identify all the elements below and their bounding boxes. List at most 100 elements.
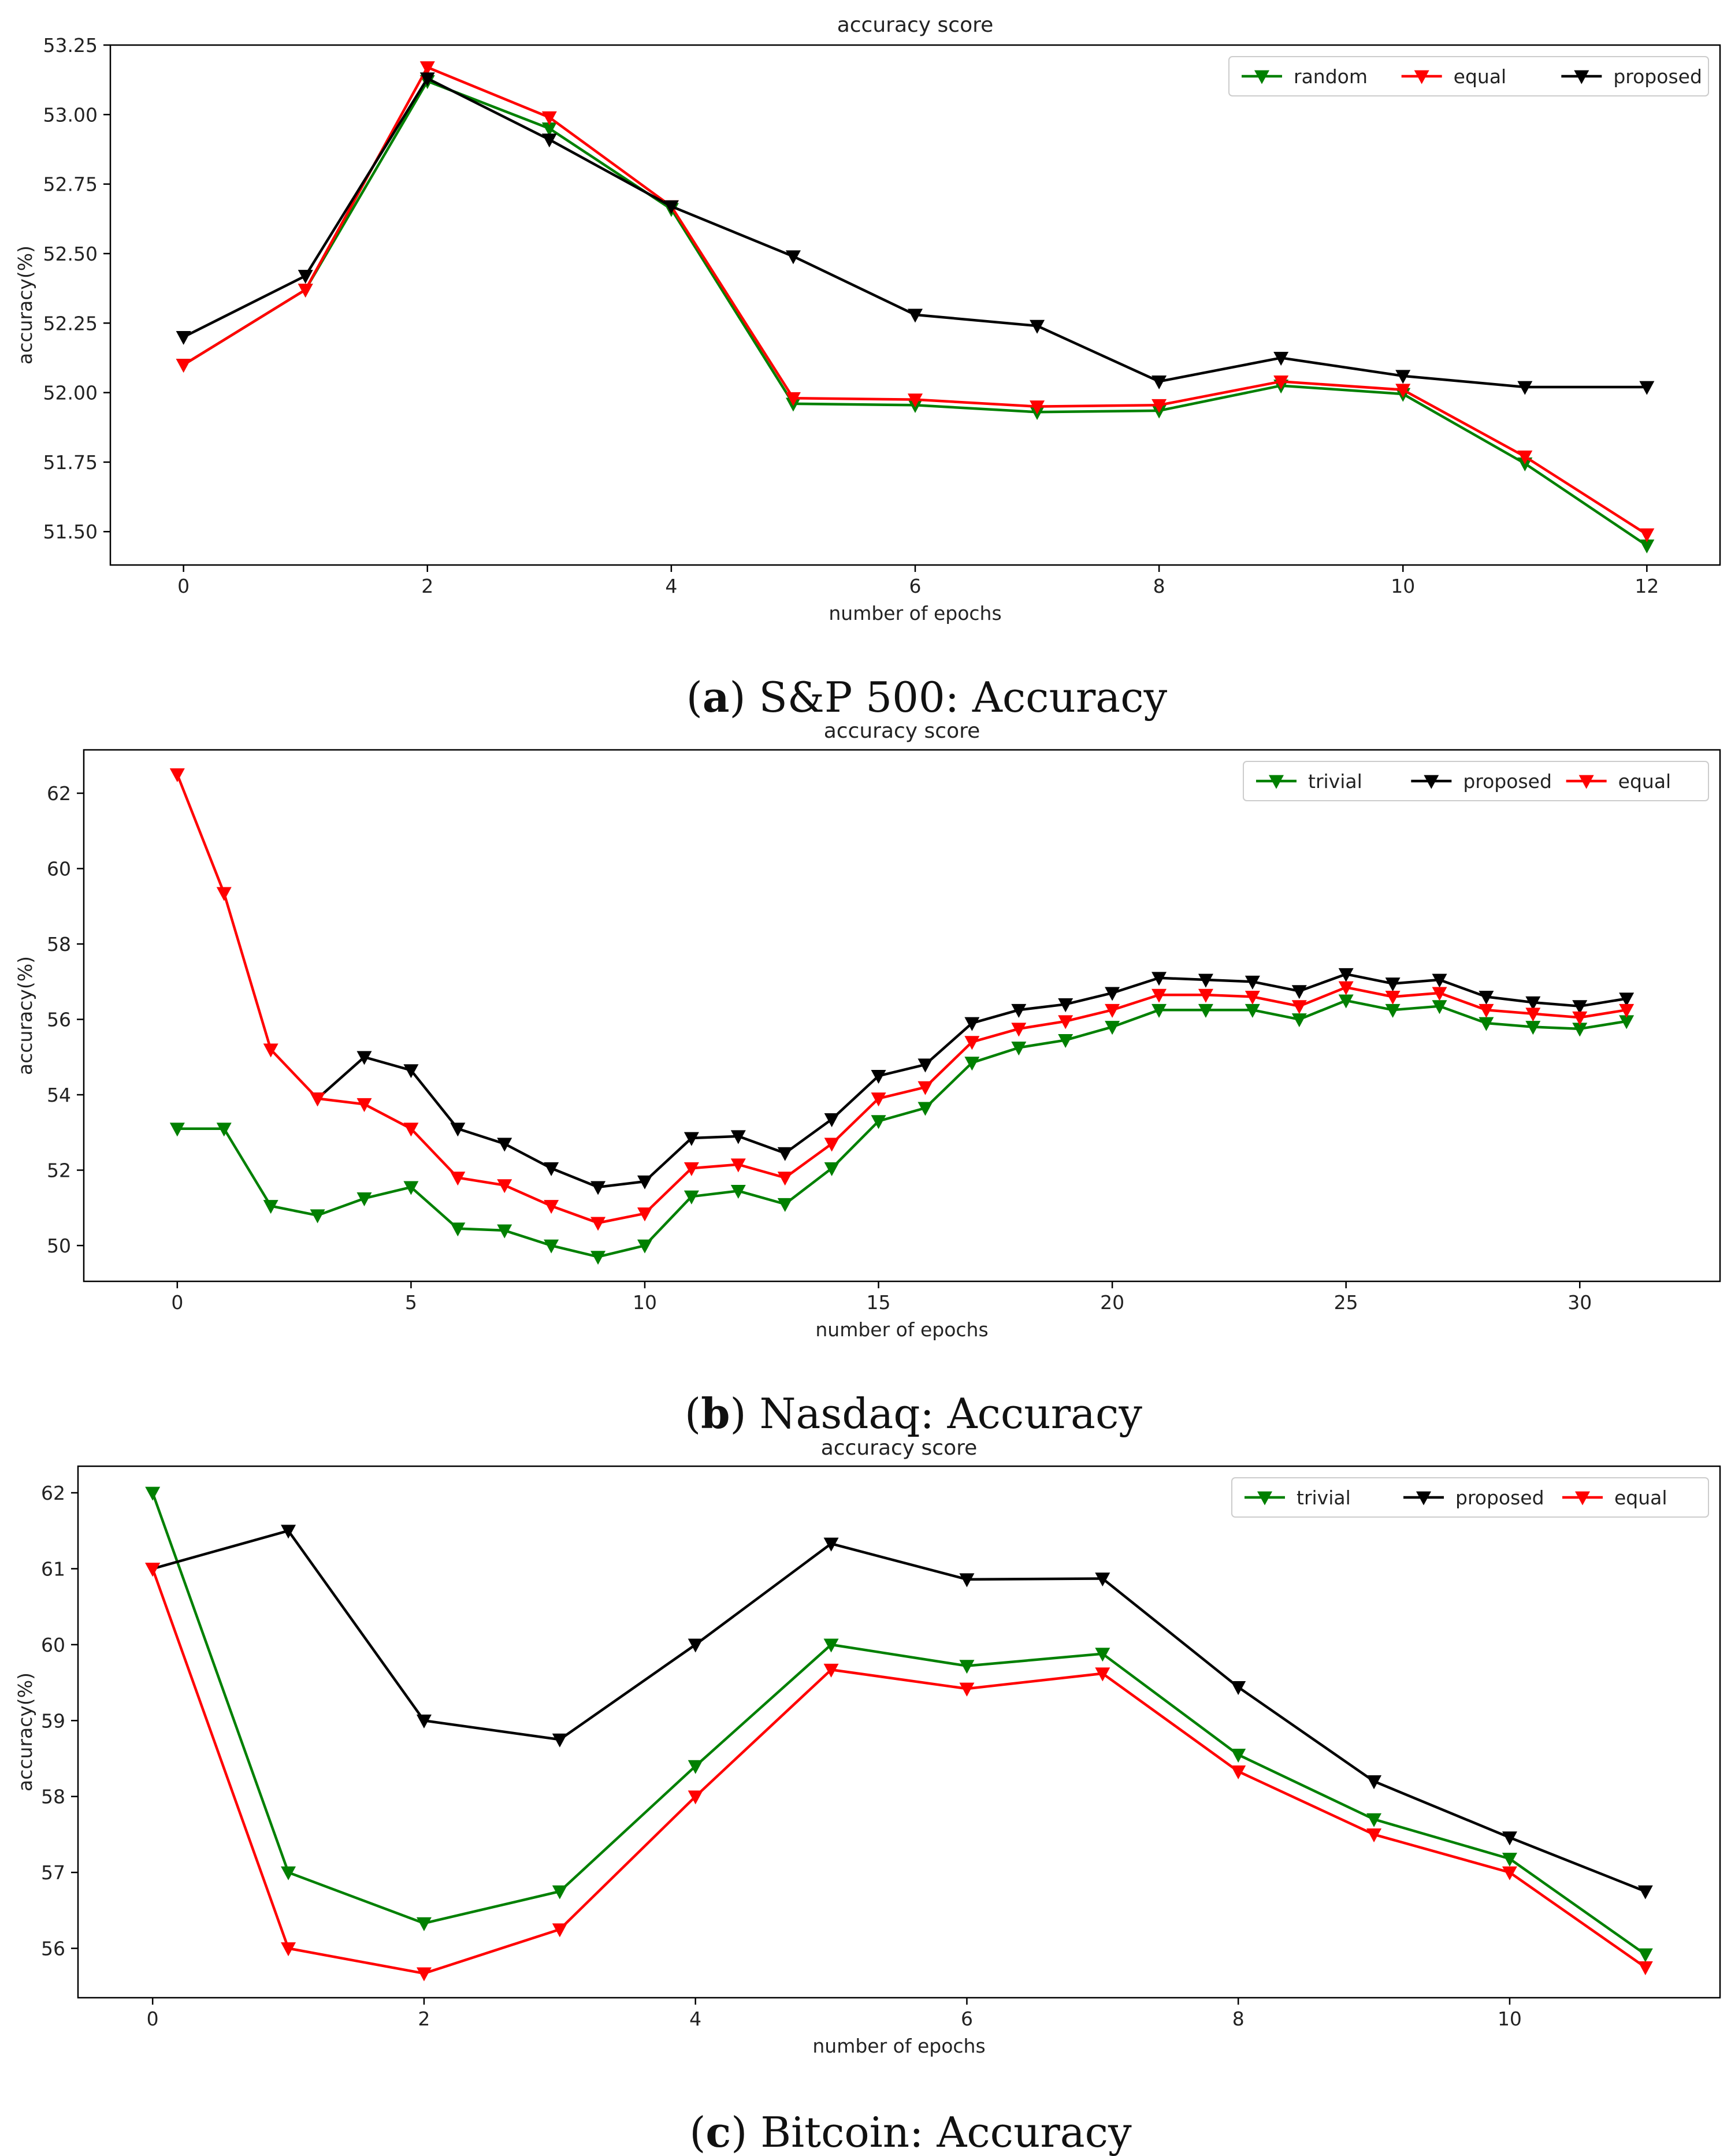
x-tick-label: 20 bbox=[1100, 1291, 1124, 1314]
data-point-proposed-3 bbox=[552, 1733, 567, 1748]
data-point-equal-7 bbox=[1095, 1667, 1110, 1682]
x-axis-label: number of epochs bbox=[812, 2035, 985, 2057]
data-point-equal-1 bbox=[216, 887, 232, 901]
data-point-equal-2 bbox=[419, 61, 435, 76]
data-point-proposed-29 bbox=[1525, 996, 1541, 1010]
data-point-proposed-13 bbox=[777, 1147, 793, 1161]
legend-marker-trivial bbox=[1257, 1491, 1272, 1506]
data-point-proposed-6 bbox=[450, 1122, 466, 1137]
data-point-equal-0 bbox=[145, 1563, 161, 1577]
y-tick-label: 52.50 bbox=[43, 243, 98, 265]
y-tick-label: 50 bbox=[47, 1235, 71, 1257]
y-tick-label: 58 bbox=[41, 1786, 65, 1808]
data-point-equal-26 bbox=[1385, 990, 1401, 1005]
data-point-proposed-12 bbox=[1639, 381, 1655, 395]
legend-box bbox=[1243, 761, 1709, 801]
data-point-equal-20 bbox=[1105, 1003, 1120, 1018]
data-point-trivial-14 bbox=[824, 1162, 840, 1176]
series-line-equal bbox=[176, 774, 1627, 1225]
data-point-trivial-25 bbox=[1338, 994, 1354, 1009]
data-point-equal-30 bbox=[1572, 1011, 1588, 1025]
x-axis-label: number of epochs bbox=[815, 1318, 988, 1341]
data-point-equal-11 bbox=[1637, 1961, 1653, 1976]
data-point-trivial-10 bbox=[637, 1239, 652, 1254]
x-tick-label: 5 bbox=[405, 1291, 417, 1314]
data-point-trivial-3 bbox=[552, 1885, 567, 1899]
data-point-equal-14 bbox=[824, 1138, 840, 1152]
data-point-trivial-29 bbox=[1525, 1021, 1541, 1035]
series-proposed bbox=[176, 72, 1655, 395]
data-point-trivial-11 bbox=[684, 1190, 699, 1205]
x-tick-label: 4 bbox=[689, 2008, 701, 2030]
y-tick-label: 53.25 bbox=[43, 34, 98, 57]
x-tick-label: 10 bbox=[1391, 575, 1415, 597]
y-tick-label: 53.00 bbox=[43, 103, 98, 126]
data-point-proposed-6 bbox=[908, 308, 923, 323]
data-point-trivial-7 bbox=[1095, 1648, 1110, 1662]
data-point-trivial-16 bbox=[917, 1102, 933, 1116]
data-point-proposed-22 bbox=[1198, 973, 1213, 988]
data-point-equal-6 bbox=[450, 1172, 466, 1186]
data-point-equal-6 bbox=[908, 393, 923, 408]
plot-frame bbox=[77, 1465, 1721, 1999]
data-point-equal-9 bbox=[590, 1217, 606, 1231]
x-tick-label: 12 bbox=[1635, 575, 1659, 597]
data-point-equal-29 bbox=[1525, 1008, 1541, 1022]
x-tick-label: 0 bbox=[171, 1291, 183, 1314]
data-point-equal-12 bbox=[1639, 528, 1655, 542]
series-trivial bbox=[145, 1486, 1653, 1962]
legend-box bbox=[1231, 1477, 1709, 1518]
data-point-trivial-10 bbox=[1502, 1853, 1517, 1867]
data-point-trivial-21 bbox=[1151, 1003, 1167, 1018]
data-point-equal-2 bbox=[263, 1043, 278, 1058]
data-point-equal-10 bbox=[637, 1207, 652, 1222]
x-tick-label: 25 bbox=[1334, 1291, 1358, 1314]
caption-close-paren: ) bbox=[730, 673, 759, 722]
chart-title: accuracy score bbox=[824, 719, 980, 743]
data-point-equal-4 bbox=[356, 1098, 372, 1112]
data-point-trivial-6 bbox=[450, 1222, 466, 1237]
data-point-proposed-4 bbox=[356, 1051, 372, 1065]
data-point-trivial-24 bbox=[1291, 1013, 1307, 1028]
legend-label-proposed: proposed bbox=[1455, 1486, 1544, 1509]
figure-caption: (c) Bitcoin: Accuracy bbox=[689, 2107, 1132, 2156]
data-point-proposed-5 bbox=[785, 250, 801, 265]
legend-box bbox=[1228, 56, 1709, 96]
data-point-trivial-12 bbox=[730, 1185, 746, 1199]
y-axis-label: accuracy(%) bbox=[14, 1672, 36, 1791]
data-point-proposed-16 bbox=[917, 1058, 933, 1073]
data-point-trivial-1 bbox=[281, 1866, 296, 1880]
data-point-proposed-9 bbox=[1366, 1775, 1382, 1790]
data-point-equal-8 bbox=[544, 1200, 559, 1214]
data-point-proposed-11 bbox=[684, 1132, 699, 1146]
caption-open-paren: ( bbox=[689, 2108, 705, 2156]
data-point-trivial-0 bbox=[145, 1486, 161, 1501]
series-line-trivial bbox=[177, 999, 1627, 1258]
series-line-trivial bbox=[151, 1492, 1647, 1956]
data-point-trivial-2 bbox=[416, 1917, 432, 1931]
data-point-equal-24 bbox=[1291, 1000, 1307, 1014]
x-tick-label: 6 bbox=[909, 575, 922, 597]
data-point-equal-12 bbox=[730, 1158, 746, 1173]
caption-open-paren: ( bbox=[685, 1389, 701, 1438]
caption-letter: b bbox=[701, 1389, 730, 1438]
legend-marker-equal bbox=[1575, 1491, 1590, 1506]
x-tick-label: 30 bbox=[1567, 1291, 1592, 1314]
data-point-equal-5 bbox=[403, 1122, 419, 1137]
data-point-proposed-20 bbox=[1105, 987, 1120, 1001]
data-point-equal-6 bbox=[959, 1682, 975, 1697]
data-point-equal-31 bbox=[1619, 1003, 1635, 1018]
x-axis-label: number of epochs bbox=[829, 602, 1001, 625]
legend-label-equal: equal bbox=[1454, 65, 1507, 88]
data-point-proposed-5 bbox=[823, 1537, 839, 1552]
caption-text: Bitcoin: Accuracy bbox=[760, 2108, 1132, 2156]
caption-close-paren: ) bbox=[730, 1389, 759, 1438]
data-point-trivial-6 bbox=[959, 1660, 975, 1674]
data-point-equal-4 bbox=[688, 1790, 703, 1805]
data-point-equal-1 bbox=[298, 284, 313, 298]
data-point-proposed-19 bbox=[1058, 998, 1073, 1013]
data-point-random-11 bbox=[1517, 457, 1533, 471]
data-point-trivial-5 bbox=[823, 1638, 839, 1653]
data-point-trivial-4 bbox=[688, 1760, 703, 1774]
data-point-proposed-1 bbox=[281, 1525, 296, 1539]
